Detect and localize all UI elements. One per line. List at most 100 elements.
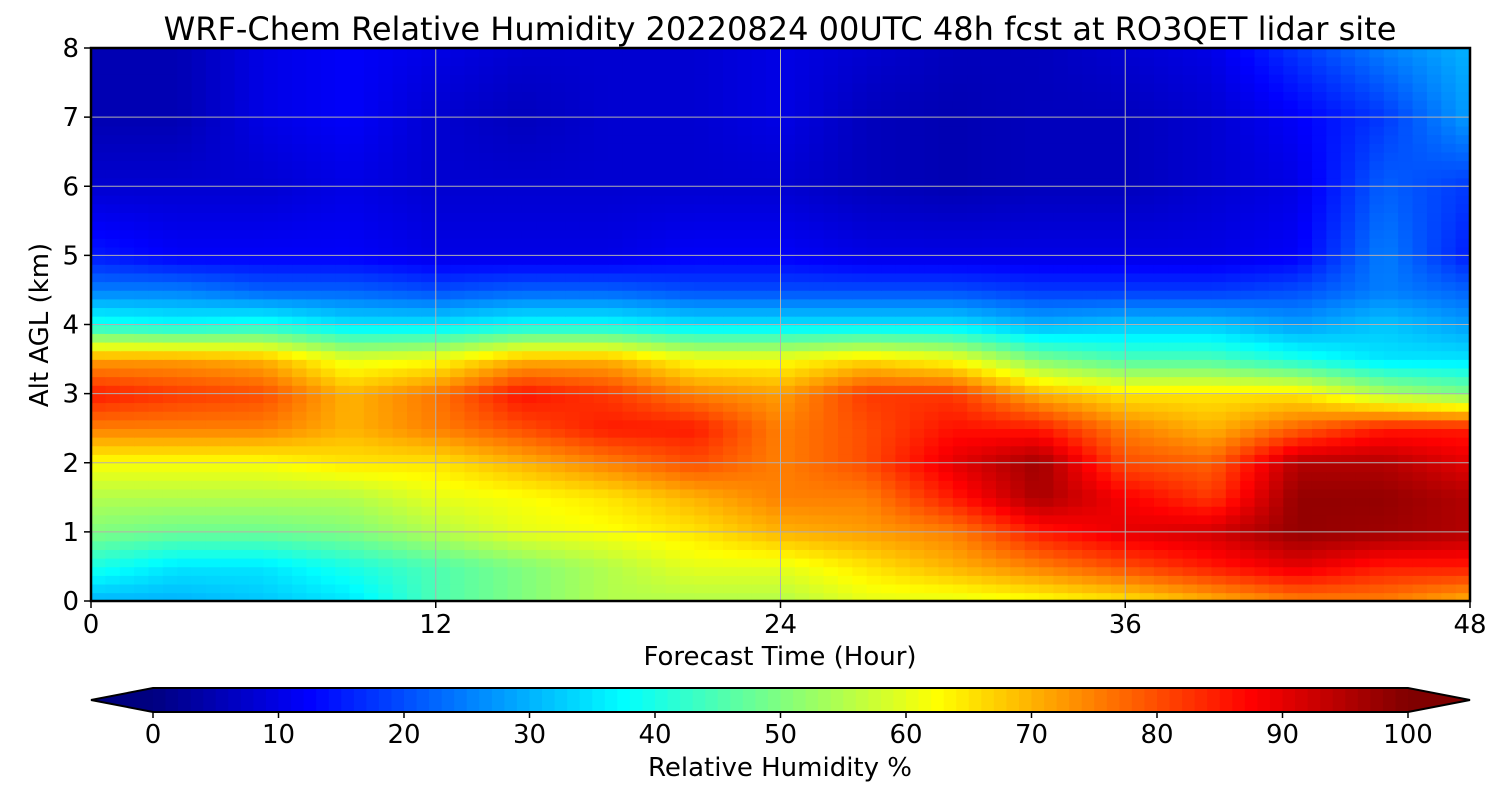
heatmap-cell [162,557,178,568]
heatmap-cell [292,203,308,213]
heatmap-cell [952,298,969,309]
heatmap-cell [1182,583,1198,594]
heatmap-cell [1240,194,1256,205]
heatmap-cell [1182,246,1198,257]
heatmap-cell [809,255,825,265]
heatmap-cell [1340,315,1356,326]
heatmap-cell [162,341,178,352]
heatmap-cell [651,238,667,248]
heatmap-cell [1110,540,1127,550]
heatmap-cell [119,272,135,283]
heatmap-cell [464,583,480,594]
heatmap-cell [809,264,825,274]
heatmap-cell [277,471,293,481]
heatmap-cell [1182,402,1198,412]
heatmap-cell [1039,566,1055,576]
heatmap-cell [1311,514,1328,525]
heatmap-cell [780,315,796,326]
heatmap-cell [119,462,135,473]
heatmap-cell [1139,471,1155,481]
heatmap-cell [1182,376,1198,386]
heatmap-cell [809,540,825,550]
heatmap-cell [1283,402,1299,412]
heatmap-cell [292,488,308,499]
heatmap-cell [493,557,509,568]
heatmap-cell [1398,540,1414,550]
heatmap-cell [1153,557,1170,568]
heatmap-cell [1082,229,1098,239]
heatmap-cell [608,514,624,525]
heatmap-cell [881,436,897,447]
heatmap-cell [895,402,911,412]
heatmap-cell [91,384,107,395]
heatmap-cell [177,264,193,274]
heatmap-cell [1082,462,1098,473]
heatmap-cell [881,151,897,162]
heatmap-cell [1225,203,1241,213]
heatmap-cell [378,177,394,188]
heatmap-cell [1311,229,1328,239]
heatmap-cell [148,523,164,533]
heatmap-cell [952,281,969,291]
heatmap-cell [119,367,135,378]
heatmap-cell [1240,298,1256,309]
heatmap-cell [1168,566,1184,576]
heatmap-cell [320,264,336,274]
heatmap-cell [1355,436,1371,447]
heatmap-cell [1197,212,1213,222]
heatmap-cell [277,238,293,248]
heatmap-cell [105,160,121,170]
heatmap-cell [967,350,983,360]
heatmap-cell [1197,160,1213,170]
heatmap-cell [1297,419,1313,429]
heatmap-cell [1383,151,1399,162]
heatmap-cell [938,281,954,291]
heatmap-cell [435,514,451,525]
heatmap-cell [995,445,1012,455]
heatmap-cell [349,160,365,170]
heatmap-cell [507,523,523,533]
heatmap-cell [651,488,667,499]
heatmap-cell [737,272,753,283]
heatmap-cell [967,333,983,343]
heatmap-cell [134,454,150,464]
heatmap-cell [593,229,609,239]
heatmap-cell [1082,454,1098,464]
heatmap-cell [895,151,911,162]
heatmap-cell [277,289,293,300]
heatmap-cell [852,333,868,343]
heatmap-cell [205,298,222,309]
heatmap-cell [320,229,336,239]
heatmap-cell [134,557,150,568]
heatmap-cell [450,480,466,490]
heatmap-cell [1240,220,1256,231]
heatmap-cell [881,445,897,455]
heatmap-cell [622,488,638,499]
heatmap-cell [1268,194,1285,205]
heatmap-cell [1355,168,1371,179]
heatmap-cell [579,212,595,222]
heatmap-cell [766,384,782,395]
heatmap-cell [292,505,308,516]
heatmap-cell [751,246,767,257]
heatmap-cell [909,333,925,343]
heatmap-cell [1182,480,1198,490]
heatmap-cell [1024,160,1040,170]
heatmap-cell [507,462,523,473]
heatmap-cell [823,359,839,369]
heatmap-cell [349,289,365,300]
heatmap-cell [924,298,940,309]
heatmap-cell [536,333,552,343]
heatmap-cell [1211,220,1227,231]
heatmap-cell [565,419,581,429]
heatmap-cell [521,160,538,170]
heatmap-cell [924,376,940,386]
heatmap-cell [177,255,193,265]
heatmap-cell [234,194,250,205]
heatmap-cell [119,454,135,464]
heatmap-cell [952,471,969,481]
heatmap-cell [809,333,825,343]
heatmap-cell [794,264,811,274]
heatmap-cell [277,307,293,317]
heatmap-cell [952,212,969,222]
